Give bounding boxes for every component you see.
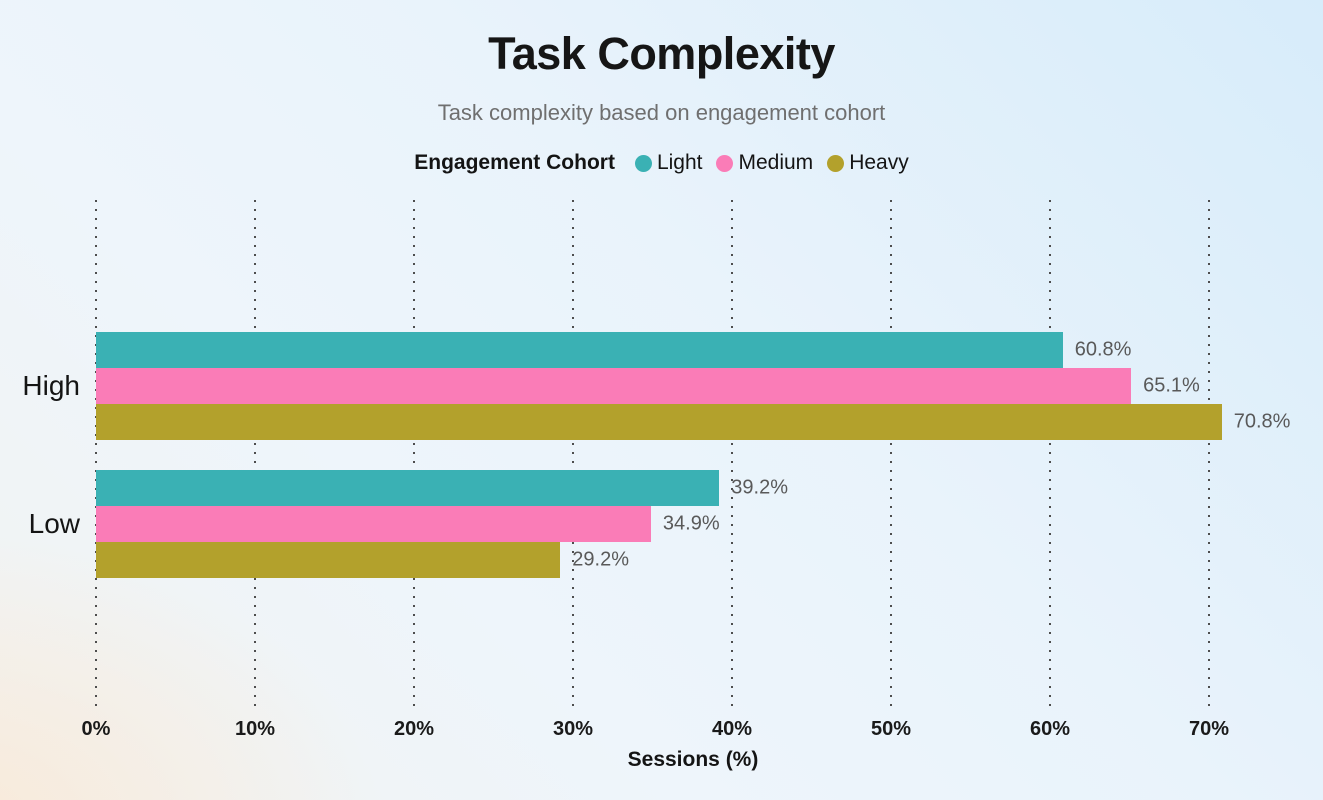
plot-area: 0% 10% 20% 30% 40% 50% 60% 70% High 60.8% 65.1% 70.… (22, 200, 1291, 740)
gridline (95, 200, 97, 712)
legend-item-light[interactable]: Light (634, 151, 703, 175)
x-tick-label: 60% (1029, 718, 1071, 740)
x-tick-label: 20% (393, 718, 435, 740)
bar-value-label: 65.1% (1143, 374, 1200, 397)
bar-high-heavy[interactable] (96, 404, 1222, 440)
bar-value-label: 29.2% (572, 548, 629, 571)
legend-item-medium[interactable]: Medium (716, 151, 813, 175)
gridline (413, 200, 415, 712)
legend-label-heavy: Heavy (849, 151, 909, 174)
x-tick-label: 0% (81, 718, 111, 740)
bar-value-label: 34.9% (662, 512, 720, 535)
bar-low-medium[interactable] (96, 506, 651, 542)
chart-subtitle: Task complexity based on engagement coho… (437, 100, 886, 125)
bar-value-label: 60.8% (1074, 338, 1132, 361)
gridline (1049, 200, 1051, 712)
category-label: Low (28, 508, 80, 539)
gridline (731, 200, 733, 712)
bar-low-light[interactable] (96, 470, 720, 506)
bar-low-heavy[interactable] (96, 542, 561, 578)
legend-swatch-heavy-icon (827, 154, 845, 172)
bar-value-label: 70.8% (1233, 410, 1291, 433)
gridline (254, 200, 256, 712)
bar-high-light[interactable] (96, 332, 1063, 368)
legend-swatch-medium-icon (716, 154, 734, 172)
category-label: High (22, 370, 80, 401)
legend-label-light: Light (656, 151, 703, 174)
legend-item-heavy[interactable]: Heavy (827, 151, 909, 175)
x-tick-label: 10% (234, 718, 276, 740)
gridline (572, 200, 574, 712)
legend-swatch-light-icon (634, 154, 652, 172)
gridline (1208, 200, 1210, 712)
x-tick-label: 30% (552, 718, 594, 740)
bar-high-medium[interactable] (96, 368, 1132, 404)
bar-value-label: 39.2% (731, 476, 788, 499)
legend: Engagement Cohort Light Medium Heavy (0, 151, 1323, 175)
x-axis-title: Sessions (%) (627, 748, 759, 771)
chart-title: Task Complexity (488, 28, 835, 79)
x-tick-label: 40% (711, 718, 753, 740)
x-tick-label: 50% (870, 718, 912, 740)
gridline (890, 200, 892, 712)
legend-title: Engagement Cohort (414, 151, 615, 174)
legend-label-medium: Medium (738, 151, 814, 174)
x-tick-label: 70% (1188, 718, 1230, 740)
